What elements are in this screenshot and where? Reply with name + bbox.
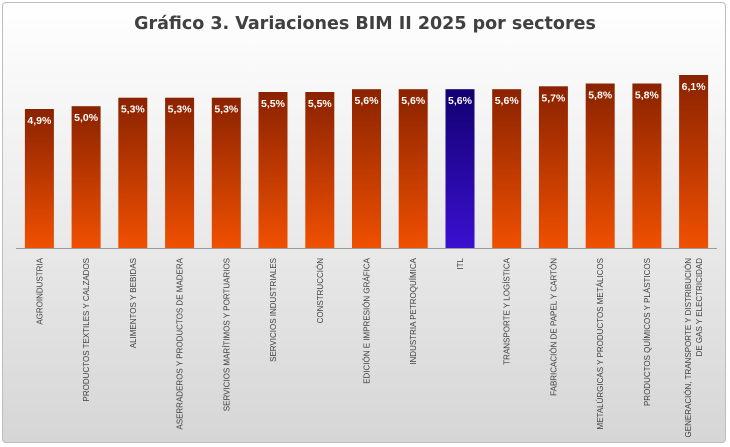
bar-7 (305, 92, 335, 248)
data-label-8: 5,6% (355, 95, 380, 107)
bar-11 (492, 89, 522, 248)
bar-15 (679, 75, 709, 248)
category-label-12: FABRICACIÓN DE PAPEL Y CARTÓN (549, 258, 558, 396)
data-label-6: 5,5% (261, 98, 286, 110)
data-label-9: 5,6% (401, 95, 426, 107)
bar-5 (211, 97, 241, 248)
category-label-15: GENERACIÓN, TRANSPORTE Y DISTRIBUCIÓN DE … (684, 258, 704, 438)
category-label-6: SERVICIOS INDUSTRIALES (269, 258, 278, 362)
category-text: TRANSPORTE Y LOGÍSTICA (503, 257, 512, 364)
category-label-3: ALIMENTOS Y BEBIDAS (129, 258, 138, 348)
category-label-1: AGROINDUSTRIA (35, 257, 44, 324)
category-text: ASERRADEROS Y PRODUCTOS DE MADERA (176, 257, 185, 429)
category-text: SERVICIOS MARÍTIMOS Y PORTUARIOS (222, 258, 231, 411)
category-label-10: ITL (456, 257, 465, 269)
data-label-4: 5,3% (168, 104, 193, 116)
data-label-7: 5,5% (308, 98, 333, 110)
category-label-11: TRANSPORTE Y LOGÍSTICA (503, 257, 512, 364)
category-text: PRODUCTOS TEXTILES Y CALZADOS (82, 258, 91, 401)
data-label-10: 5,6% (448, 95, 473, 107)
data-label-5: 5,3% (214, 104, 239, 116)
bar-3 (118, 97, 148, 248)
data-label-1: 4,9% (27, 115, 52, 127)
data-label-2: 5,0% (74, 112, 99, 124)
category-label-13: METALÚRGICAS Y PRODUCTOS METÁLICOS (596, 258, 605, 429)
category-text: PRODUCTOS QUÍMICOS Y PLÁSTICOS (643, 258, 652, 406)
category-text: INDUSTRIA PETROQUÍMICA (409, 257, 418, 364)
bar-chart: 4,9% 5,0% 5,3% 5,3% 5,3% 5,5% 5,5% 5,6% 5,6% 5,6%… (16, 75, 717, 438)
bar-6 (258, 92, 288, 248)
bar-1 (24, 109, 54, 248)
category-text: CONSTRUCCIÓN (316, 258, 325, 324)
category-label-14: PRODUCTOS QUÍMICOS Y PLÁSTICOS (643, 258, 652, 406)
chart-frame: Gráfico 3. Variaciones BIM II 2025 por s… (2, 2, 726, 443)
bar-4 (165, 97, 195, 248)
data-label-15: 6,1% (682, 81, 707, 93)
category-text: ALIMENTOS Y BEBIDAS (129, 258, 138, 348)
category-label-2: PRODUCTOS TEXTILES Y CALZADOS (82, 258, 91, 401)
data-label-13: 5,8% (588, 90, 613, 102)
category-text: EDICIÓN E IMPRESIÓN GRÁFICA (363, 257, 372, 383)
category-label-7: CONSTRUCCIÓN (316, 258, 325, 324)
data-label-12: 5,7% (541, 92, 566, 104)
bar-9 (398, 89, 428, 248)
data-label-3: 5,3% (121, 104, 146, 116)
bar-13 (585, 83, 615, 248)
category-label-4: ASERRADEROS Y PRODUCTOS DE MADERA (176, 257, 185, 429)
category-text: FABRICACIÓN DE PAPEL Y CARTÓN (549, 258, 558, 396)
category-text: DE GAS Y ELECTRICIDAD (695, 258, 704, 357)
category-text: ITL (456, 257, 465, 269)
bar-8 (352, 89, 381, 248)
data-label-14: 5,8% (635, 90, 660, 102)
data-label-11: 5,6% (495, 95, 520, 107)
bar-10 (445, 89, 475, 248)
category-label-8: EDICIÓN E IMPRESIÓN GRÁFICA (363, 257, 372, 383)
category-text: GENERACIÓN, TRANSPORTE Y DISTRIBUCIÓN (684, 258, 693, 438)
chart-title: Gráfico 3. Variaciones BIM II 2025 por s… (134, 14, 596, 34)
bar-12 (538, 86, 568, 248)
bar-14 (632, 83, 662, 248)
category-text: SERVICIOS INDUSTRIALES (269, 258, 278, 362)
category-label-5: SERVICIOS MARÍTIMOS Y PORTUARIOS (222, 258, 231, 411)
category-label-9: INDUSTRIA PETROQUÍMICA (409, 257, 418, 364)
bar-2 (71, 106, 101, 248)
category-text: AGROINDUSTRIA (35, 257, 44, 324)
category-text: METALÚRGICAS Y PRODUCTOS METÁLICOS (596, 258, 605, 429)
